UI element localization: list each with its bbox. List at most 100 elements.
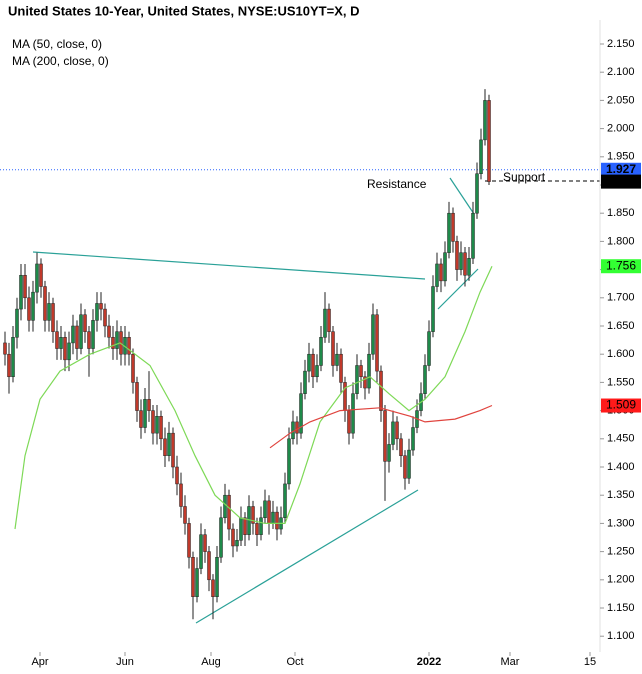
candle-body <box>331 331 335 366</box>
y-tick-label: 1.650 <box>607 320 635 332</box>
candle-body <box>207 551 211 581</box>
candle-body <box>75 325 79 349</box>
candle-body <box>399 438 403 456</box>
candle-body <box>271 511 275 524</box>
y-tick-label: 1.550 <box>607 376 635 388</box>
candle-body <box>63 337 67 361</box>
candle-body <box>299 393 303 434</box>
candle-body <box>351 393 355 434</box>
candle-body <box>203 534 207 552</box>
candle-body <box>467 258 471 276</box>
candle-body <box>447 212 451 253</box>
candle-body <box>199 534 203 569</box>
legend-entry: MA (200, close, 0) <box>12 54 109 68</box>
candle-body <box>19 274 23 310</box>
candle-body <box>411 427 415 451</box>
chart-title: United States 10-Year, United States, NY… <box>8 3 359 18</box>
y-tick-label: 2.100 <box>607 66 635 78</box>
candle-body <box>127 337 131 355</box>
candle-body <box>223 494 227 519</box>
candle-body <box>459 252 463 270</box>
candle-body <box>103 308 107 327</box>
candle-body <box>227 494 231 530</box>
candle-body <box>303 370 307 394</box>
candle-body <box>475 173 479 214</box>
candle-body <box>159 415 163 440</box>
candle-body <box>339 353 343 383</box>
candle-body <box>139 410 143 428</box>
candle-body <box>259 517 263 535</box>
candle-body <box>175 466 179 485</box>
candle-body <box>451 212 455 242</box>
x-tick-label: Aug <box>201 656 221 668</box>
candle-body <box>147 399 151 411</box>
annotation: Resistance <box>367 177 427 191</box>
y-tick-label: 1.450 <box>607 433 635 445</box>
candle-body <box>55 331 59 349</box>
price-label-box <box>601 174 641 189</box>
candle-body <box>355 365 359 394</box>
candle-body <box>31 291 35 321</box>
candle-body <box>359 365 363 378</box>
candle-body <box>11 337 15 378</box>
candle-body <box>255 523 259 535</box>
candle-body <box>251 506 255 524</box>
candle-body <box>479 139 483 174</box>
candle-body <box>283 483 287 519</box>
candle-body <box>427 331 431 366</box>
y-tick-label: 1.100 <box>607 630 635 642</box>
candle-body <box>319 337 323 366</box>
x-tick-label: Mar <box>501 656 520 668</box>
candle-body <box>215 556 219 597</box>
candle-body <box>403 455 407 479</box>
x-tick-label: Oct <box>286 656 303 668</box>
x-tick-label: 15 <box>584 656 596 668</box>
x-tick-label: Jun <box>116 656 134 668</box>
candle-body <box>143 399 147 428</box>
candle-body <box>335 353 339 366</box>
candle-body <box>79 314 83 349</box>
candle-body <box>379 370 383 411</box>
candle-body <box>391 421 395 445</box>
candle-body <box>343 382 347 411</box>
candle-body <box>395 421 399 440</box>
price-label: 1.756 <box>606 258 636 272</box>
price-label: 1.927 <box>606 162 636 176</box>
candle-body <box>27 297 31 321</box>
candle-body <box>263 500 267 519</box>
candle-body <box>67 342 71 361</box>
candle-body <box>267 500 271 524</box>
candle-body <box>183 506 187 524</box>
candle-body <box>71 325 75 344</box>
y-tick-label: 1.350 <box>607 489 635 501</box>
candle-body <box>307 353 311 372</box>
candle-body <box>443 252 447 282</box>
y-tick-label: 1.300 <box>607 517 635 529</box>
y-tick-label: 1.200 <box>607 574 635 586</box>
trendlines <box>32 177 479 624</box>
y-tick-label: 1.700 <box>607 292 635 304</box>
y-tick-label: 1.800 <box>607 235 635 247</box>
candle-body <box>155 415 159 434</box>
candle-body <box>151 410 155 434</box>
candle-body <box>99 303 103 310</box>
y-tick-label: 1.150 <box>607 602 635 614</box>
candle-body <box>115 331 119 349</box>
moving-average <box>269 404 493 449</box>
candle-body <box>431 286 435 332</box>
candle-body <box>275 511 279 530</box>
candle-body <box>191 556 195 597</box>
candle-body <box>195 568 199 597</box>
annotation: Support <box>503 170 546 184</box>
candle-body <box>463 252 467 276</box>
candle-body <box>111 337 115 349</box>
x-tick-label: Apr <box>31 656 48 668</box>
y-tick-label: 2.150 <box>607 38 635 50</box>
candle-body <box>487 100 491 182</box>
candle-body <box>439 263 443 282</box>
y-tick-label: 1.850 <box>607 207 635 219</box>
candle-body <box>327 308 331 332</box>
y-tick-label: 2.050 <box>607 94 635 106</box>
legend-entry: MA (50, close, 0) <box>12 37 102 51</box>
